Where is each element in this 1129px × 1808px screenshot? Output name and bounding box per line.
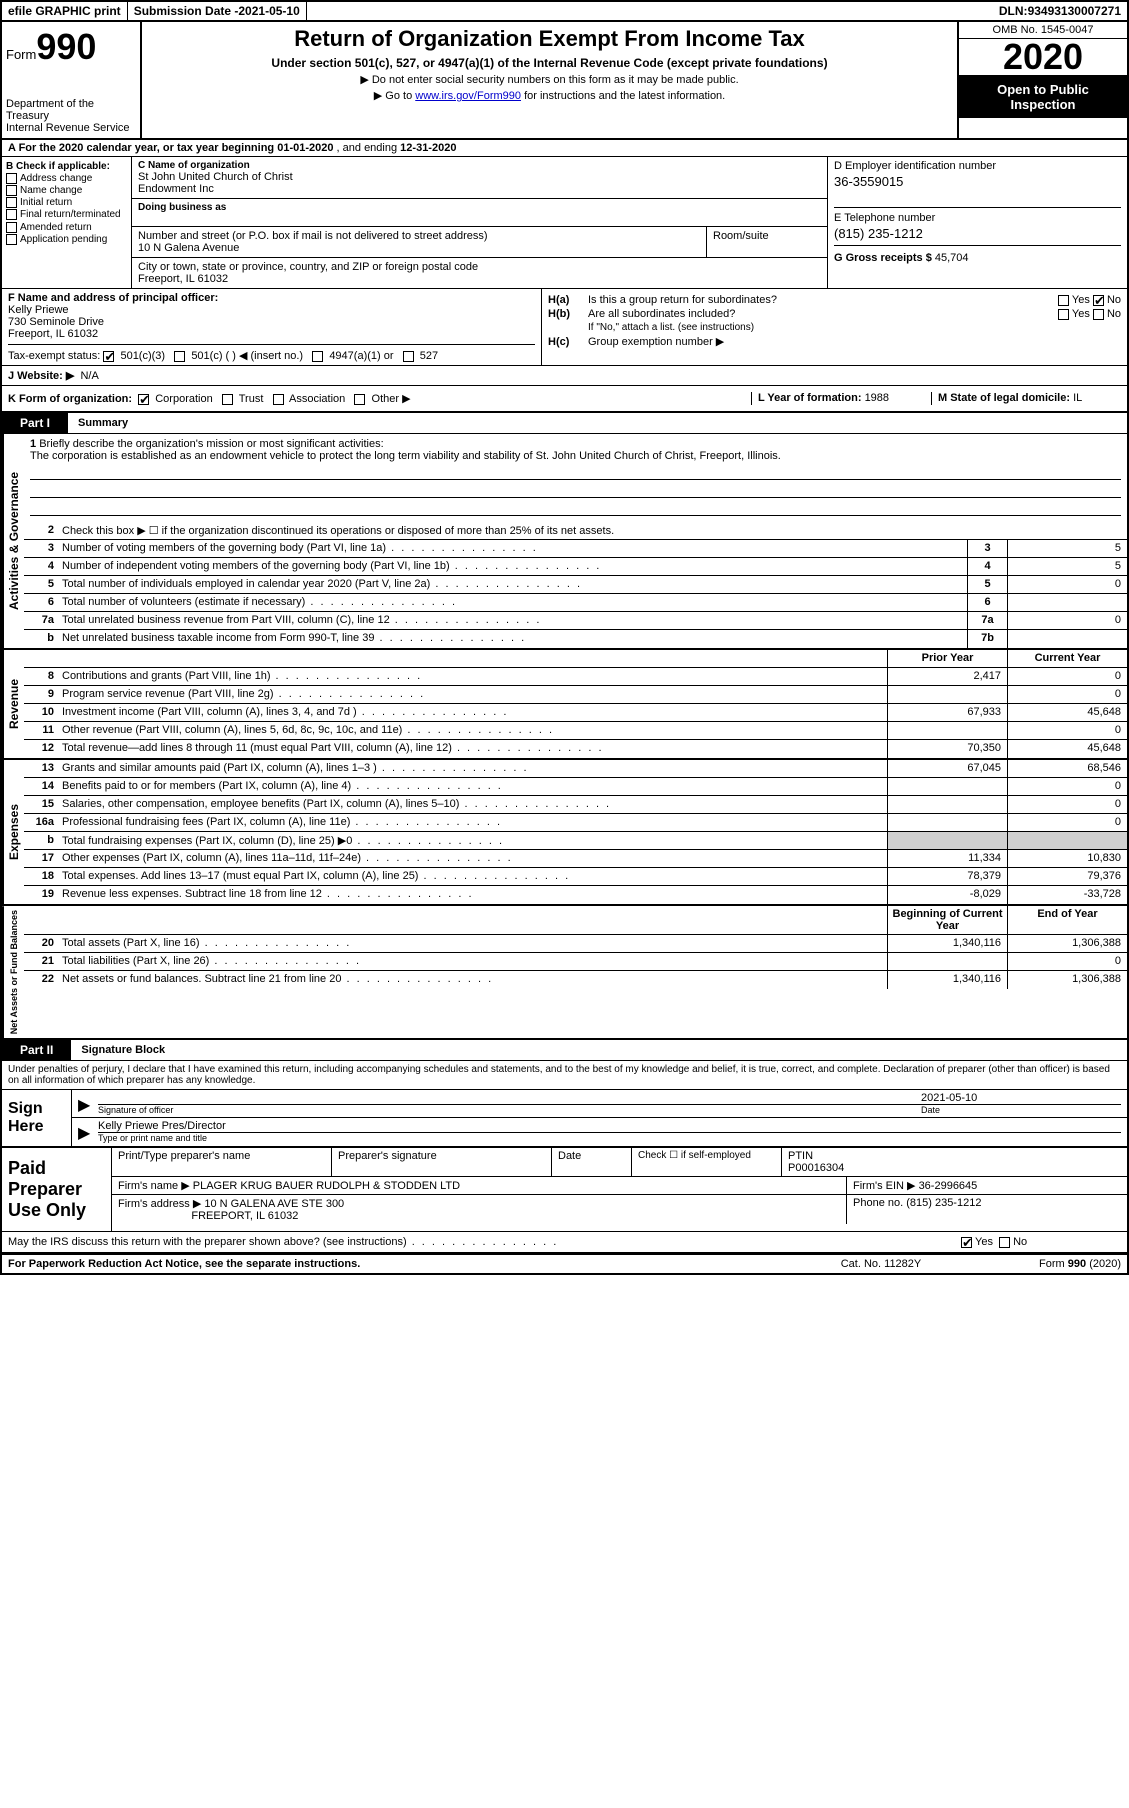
table-row: 4Number of independent voting members of…	[24, 558, 1127, 576]
note-ssn: ▶ Do not enter social security numbers o…	[152, 73, 947, 86]
table-row: bNet unrelated business taxable income f…	[24, 630, 1127, 648]
row-j-website: J Website: ▶ N/A	[2, 366, 1127, 386]
firm-name: PLAGER KRUG BAUER RUDOLPH & STODDEN LTD	[193, 1180, 460, 1192]
cb-discuss-yes[interactable]	[961, 1237, 972, 1248]
tax-year: 2020	[959, 39, 1127, 76]
sig-date: 2021-05-10	[921, 1092, 1121, 1104]
table-row: 5Total number of individuals employed in…	[24, 576, 1127, 594]
table-row: 18Total expenses. Add lines 13–17 (must …	[24, 868, 1127, 886]
firm-phone: (815) 235-1212	[906, 1197, 981, 1209]
table-row: 22Net assets or fund balances. Subtract …	[24, 971, 1127, 989]
cb-trust[interactable]	[222, 394, 233, 405]
cb-ha-yes[interactable]	[1058, 295, 1069, 306]
section-c: C Name of organization St John United Ch…	[132, 157, 827, 288]
note-link: ▶ Go to www.irs.gov/Form990 for instruct…	[152, 89, 947, 102]
row-k: K Form of organization: Corporation Trus…	[2, 386, 1127, 413]
table-row: 10Investment income (Part VIII, column (…	[24, 704, 1127, 722]
cb-corp[interactable]	[138, 394, 149, 405]
signature-block: Under penalties of perjury, I declare th…	[2, 1061, 1127, 1147]
side-netassets: Net Assets or Fund Balances	[2, 906, 24, 1038]
dln: DLN: 93493130007271	[993, 2, 1127, 20]
org-city: Freeport, IL 61032	[138, 273, 821, 285]
part2-header: Part II Signature Block	[2, 1040, 1127, 1061]
cb-app-pending[interactable]	[6, 234, 17, 245]
cb-501c3[interactable]	[103, 351, 114, 362]
table-row: 21Total liabilities (Part X, line 26)0	[24, 953, 1127, 971]
year-formation: 1988	[865, 392, 889, 404]
form-header: Form990 Department of the Treasury Inter…	[2, 22, 1127, 140]
cb-name-change[interactable]	[6, 185, 17, 196]
org-name-2: Endowment Inc	[138, 183, 821, 195]
firm-ein: 36-2996645	[919, 1180, 978, 1192]
table-row: 12Total revenue—add lines 8 through 11 (…	[24, 740, 1127, 758]
section-b: B Check if applicable: Address change Na…	[2, 157, 132, 288]
cb-hb-no[interactable]	[1093, 309, 1104, 320]
cb-501c[interactable]	[174, 351, 185, 362]
dept-treasury: Department of the Treasury	[6, 98, 136, 122]
cb-amended[interactable]	[6, 222, 17, 233]
table-row: 3Number of voting members of the governi…	[24, 540, 1127, 558]
table-row: 13Grants and similar amounts paid (Part …	[24, 760, 1127, 778]
table-row: 8Contributions and grants (Part VIII, li…	[24, 668, 1127, 686]
irs-label: Internal Revenue Service	[6, 122, 136, 134]
table-row: 14Benefits paid to or for members (Part …	[24, 778, 1127, 796]
page-footer: For Paperwork Reduction Act Notice, see …	[2, 1253, 1127, 1273]
form-number: Form990	[6, 26, 136, 68]
efile-label[interactable]: efile GRAPHIC print	[2, 2, 128, 20]
cb-4947[interactable]	[312, 351, 323, 362]
section-h: H(a)Is this a group return for subordina…	[542, 289, 1127, 365]
cb-discuss-no[interactable]	[999, 1237, 1010, 1248]
ein: 36-3559015	[834, 174, 1121, 189]
form-subtitle: Under section 501(c), 527, or 4947(a)(1)…	[152, 56, 947, 70]
cb-address-change[interactable]	[6, 173, 17, 184]
table-row: 20Total assets (Part X, line 16)1,340,11…	[24, 935, 1127, 953]
org-address: 10 N Galena Avenue	[138, 242, 700, 254]
cb-ha-no[interactable]	[1093, 295, 1104, 306]
paid-preparer: Paid Preparer Use Only Print/Type prepar…	[2, 1147, 1127, 1231]
line-a: A For the 2020 calendar year, or tax yea…	[2, 140, 1127, 157]
cb-assoc[interactable]	[273, 394, 284, 405]
cb-hb-yes[interactable]	[1058, 309, 1069, 320]
table-row: 19Revenue less expenses. Subtract line 1…	[24, 886, 1127, 904]
phone: (815) 235-1212	[834, 226, 1121, 241]
side-expenses: Expenses	[2, 760, 24, 904]
table-row: 7aTotal unrelated business revenue from …	[24, 612, 1127, 630]
discuss-row: May the IRS discuss this return with the…	[2, 1231, 1127, 1253]
cb-final-return[interactable]	[6, 209, 17, 220]
sig-name: Kelly Priewe Pres/Director	[98, 1120, 1121, 1132]
form990-link[interactable]: www.irs.gov/Form990	[415, 90, 521, 102]
website: N/A	[80, 370, 98, 382]
part1-header: Part I Summary	[2, 413, 1127, 434]
open-public: Open to Public Inspection	[959, 76, 1127, 118]
side-revenue: Revenue	[2, 650, 24, 758]
cb-initial-return[interactable]	[6, 197, 17, 208]
cb-527[interactable]	[403, 351, 414, 362]
table-row: 9Program service revenue (Part VIII, lin…	[24, 686, 1127, 704]
section-f: F Name and address of principal officer:…	[2, 289, 542, 365]
table-row: 11Other revenue (Part VIII, column (A), …	[24, 722, 1127, 740]
submission-date: Submission Date - 2021-05-10	[128, 2, 307, 20]
top-bar: efile GRAPHIC print Submission Date - 20…	[2, 2, 1127, 22]
table-row: 17Other expenses (Part IX, column (A), l…	[24, 850, 1127, 868]
state-domicile: IL	[1073, 392, 1082, 404]
gross-receipts: 45,704	[935, 252, 969, 264]
org-name-1: St John United Church of Christ	[138, 171, 821, 183]
ptin: P00016304	[788, 1162, 844, 1174]
section-d-e-g: D Employer identification number 36-3559…	[827, 157, 1127, 288]
sign-here-label: Sign Here	[2, 1090, 72, 1146]
side-activities: Activities & Governance	[2, 434, 24, 648]
table-row: 16aProfessional fundraising fees (Part I…	[24, 814, 1127, 832]
cb-other[interactable]	[354, 394, 365, 405]
table-row: 15Salaries, other compensation, employee…	[24, 796, 1127, 814]
table-row: bTotal fundraising expenses (Part IX, co…	[24, 832, 1127, 850]
table-row: 6Total number of volunteers (estimate if…	[24, 594, 1127, 612]
form-title: Return of Organization Exempt From Incom…	[152, 26, 947, 52]
q1-mission: 1 Briefly describe the organization's mi…	[24, 434, 1127, 522]
officer-name: Kelly Priewe	[8, 304, 535, 316]
